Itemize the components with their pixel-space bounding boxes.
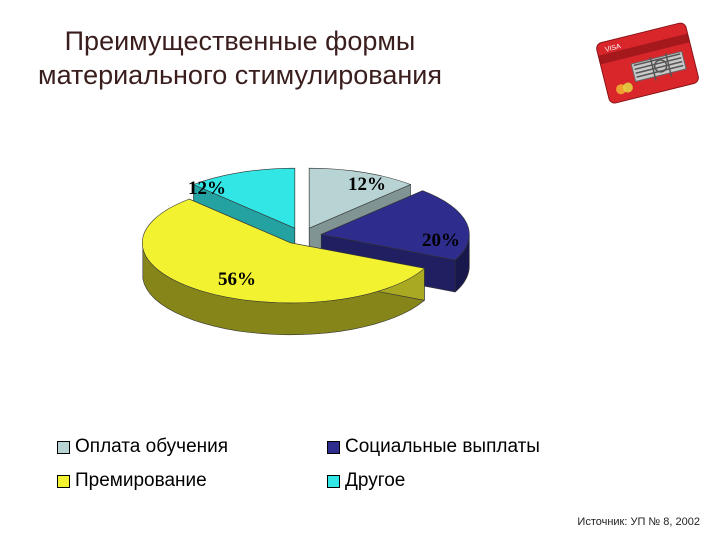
slide-title-line-2: материального стимулирования	[38, 60, 442, 90]
credit-card-mousetrap-icon: VISA	[596, 22, 699, 104]
data-label-drugoe: 12%	[188, 178, 226, 199]
legend-label-premirovanie: Премирование	[75, 470, 207, 491]
legend-item-drugoe: Другое	[327, 470, 405, 492]
legend-label-oplata: Оплата обучения	[75, 436, 229, 457]
slice-oplata	[308, 167, 412, 229]
legend-swatch-socialnye	[327, 440, 340, 454]
slice-socialnye	[320, 190, 470, 261]
data-label-oplata: 12%	[348, 174, 386, 195]
slide-title-line-1: Преимущественные формы	[64, 26, 416, 56]
legend-item-socialnye: Социальные выплаты	[327, 436, 540, 458]
legend-label-socialnye: Социальные выплаты	[345, 436, 540, 457]
slide-title: Преимущественные формы материального сти…	[20, 24, 460, 92]
legend-item-oplata: Оплата обучения	[57, 436, 228, 458]
slice-premirovanie	[141, 198, 426, 304]
data-label-premirovanie: 56%	[218, 269, 256, 290]
legend-swatch-premirovanie	[57, 474, 70, 488]
svg-text:VISA: VISA	[604, 43, 621, 54]
data-label-socialnye: 20%	[422, 230, 460, 251]
source-note: Источник: УП № 8, 2002	[577, 516, 700, 528]
slice-drugoe	[192, 167, 296, 229]
legend-swatch-drugoe	[327, 474, 340, 488]
legend-item-premirovanie: Премирование	[57, 470, 207, 492]
legend-label-drugoe: Другое	[345, 470, 406, 491]
legend-swatch-oplata	[57, 440, 70, 454]
